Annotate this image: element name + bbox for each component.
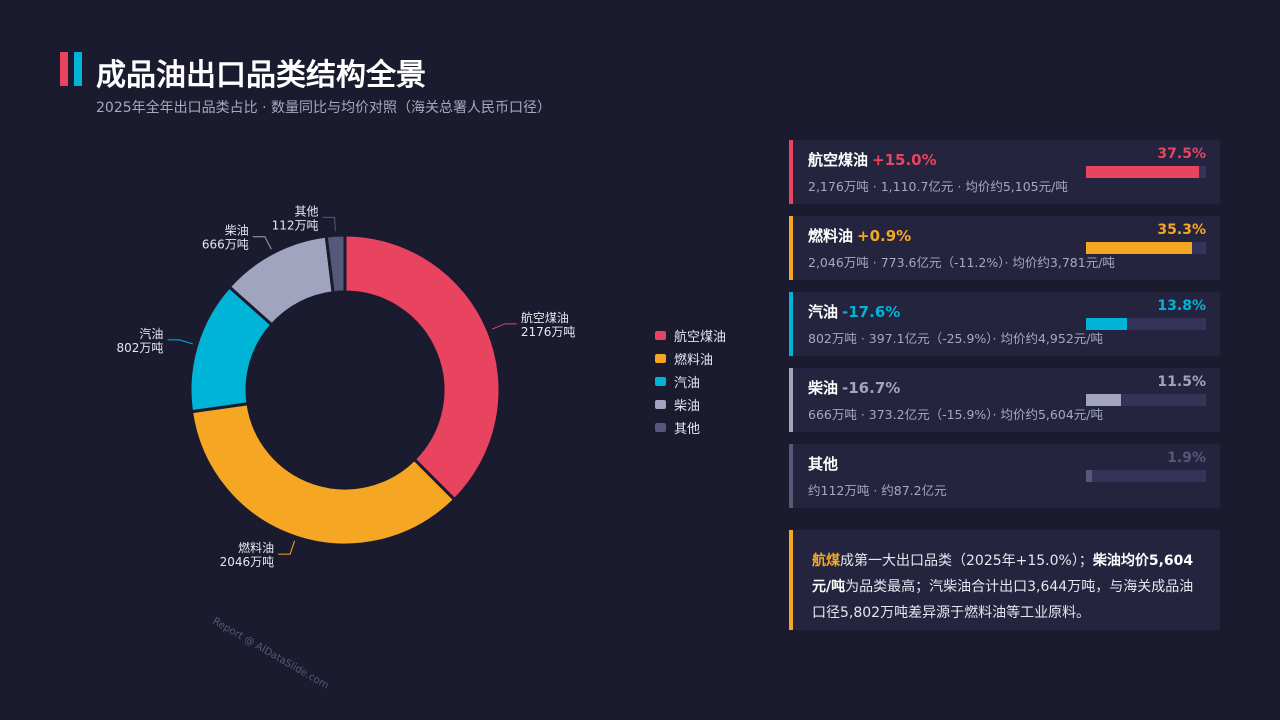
slice-label-value-1: 2046万吨	[220, 555, 275, 569]
title-accent-red	[60, 52, 68, 86]
label-line-2	[167, 339, 193, 345]
card-name: 其他	[808, 455, 839, 473]
share-bar-fill	[1086, 166, 1199, 178]
card-detail: 约112万吨 · 约87.2亿元	[808, 483, 947, 498]
title-accent	[60, 52, 82, 86]
card-title: 柴油 -16.7%	[808, 377, 900, 398]
legend-item-4[interactable]: 其他	[655, 416, 726, 439]
donut-slice-0[interactable]	[343, 233, 502, 502]
slice-label-value-0: 2176万吨	[521, 325, 576, 339]
card-name: 燃料油	[808, 227, 854, 245]
legend-item-3[interactable]: 柴油	[655, 393, 726, 416]
slice-label-value-3: 666万吨	[202, 238, 249, 252]
category-cards: 航空煤油 +15.0% 2,176万吨 · 1,110.7亿元 · 均价约5,105…	[789, 140, 1220, 520]
share-bar-track	[1086, 166, 1206, 178]
insight-box: 航煤成第一大出口品类（2025年+15.0%）；柴油均价5,604元/吨为品类最…	[789, 530, 1220, 630]
page-subtitle: 2025年全年出口品类占比 · 数量同比与均价对照（海关总署人民币口径）	[96, 100, 551, 116]
share-bar-fill	[1086, 318, 1128, 330]
chart-legend: 航空煤油燃料油汽油柴油其他	[655, 324, 726, 439]
card-share-label: 11.5%	[1157, 374, 1206, 390]
legend-swatch-3	[655, 400, 666, 409]
share-bar-fill	[1086, 242, 1192, 254]
card-detail: 666万吨 · 373.2亿元（-15.9%）· 均价约5,604元/吨	[808, 407, 1103, 422]
legend-label-0: 航空煤油	[674, 330, 727, 345]
legend-item-1[interactable]: 燃料油	[655, 347, 726, 370]
card-detail: 802万吨 · 397.1亿元（-25.9%）· 均价约4,952元/吨	[808, 331, 1103, 346]
legend-swatch-2	[655, 377, 666, 386]
label-line-3	[252, 236, 272, 250]
share-bar-track	[1086, 394, 1206, 406]
card-share-label: 13.8%	[1157, 298, 1206, 314]
card-name: 航空煤油	[808, 151, 869, 169]
title-accent-cyan	[74, 52, 82, 86]
legend-label-4: 其他	[674, 422, 701, 437]
slice-label-name-4: 其他	[294, 204, 318, 218]
card-change: +15.0%	[872, 151, 937, 169]
legend-swatch-4	[655, 423, 666, 432]
card-title: 航空煤油 +15.0%	[808, 149, 937, 170]
slice-label-value-2: 802万吨	[117, 341, 164, 355]
legend-item-2[interactable]: 汽油	[655, 370, 726, 393]
legend-label-2: 汽油	[674, 376, 701, 391]
category-card-0: 航空煤油 +15.0% 2,176万吨 · 1,110.7亿元 · 均价约5,105…	[789, 140, 1220, 204]
legend-label-3: 柴油	[674, 399, 701, 414]
share-bar-track	[1086, 318, 1206, 330]
category-card-4: 其他约112万吨 · 约87.2亿元 1.9%	[789, 444, 1220, 508]
share-bar-fill	[1086, 470, 1092, 482]
category-card-2: 汽油 -17.6% 802万吨 · 397.1亿元（-25.9%）· 均价约4,95…	[789, 292, 1220, 356]
insight-text-2: 为品类最高；汽柴油合计出口3,644万吨，与海关成品油口径5,802万吨差异源于…	[812, 579, 1194, 621]
legend-swatch-1	[655, 354, 666, 363]
donut-slice-4[interactable]	[324, 233, 347, 295]
card-change: -16.7%	[842, 379, 901, 397]
label-line-1	[278, 540, 296, 555]
insight-highlight: 航煤	[812, 553, 840, 569]
card-name: 汽油	[808, 303, 839, 321]
share-bar-track	[1086, 470, 1206, 482]
legend-label-1: 燃料油	[674, 353, 714, 368]
card-detail: 2,046万吨 · 773.6亿元（-11.2%）· 均价约3,781元/吨	[808, 255, 1115, 270]
label-line-0	[491, 323, 517, 330]
page-title: 成品油出口品类结构全景	[96, 58, 426, 93]
legend-swatch-0	[655, 331, 666, 340]
share-bar-track	[1086, 242, 1206, 254]
category-card-1: 燃料油 +0.9% 2,046万吨 · 773.6亿元（-11.2%）· 均价约3,…	[789, 216, 1220, 280]
card-title: 其他	[808, 453, 838, 474]
insight-text-1: 成第一大出口品类（2025年+15.0%）；	[840, 553, 1093, 569]
slice-label-name-0: 航空煤油	[521, 310, 569, 325]
card-share-label: 1.9%	[1167, 450, 1206, 466]
donut-slice-1[interactable]	[189, 402, 457, 547]
slice-label-name-1: 燃料油	[238, 540, 274, 555]
card-change: -17.6%	[842, 303, 901, 321]
slice-label-value-4: 112万吨	[272, 218, 319, 232]
card-detail: 2,176万吨 · 1,110.7亿元 · 均价约5,105元/吨	[808, 179, 1068, 194]
card-title: 汽油 -17.6%	[808, 301, 900, 322]
slice-label-name-2: 汽油	[139, 326, 163, 341]
insight-bold: 柴油均价5,604元/吨	[812, 553, 1194, 595]
legend-item-0[interactable]: 航空煤油	[655, 324, 726, 347]
card-name: 柴油	[808, 379, 839, 397]
card-share-label: 37.5%	[1157, 146, 1206, 162]
category-card-3: 柴油 -16.7% 666万吨 · 373.2亿元（-15.9%）· 均价约5,60…	[789, 368, 1220, 432]
card-title: 燃料油 +0.9%	[808, 225, 911, 246]
watermark: Report @ AIDataSlide.com	[210, 616, 331, 692]
slice-label-name-3: 柴油	[225, 224, 249, 238]
card-share-label: 35.3%	[1157, 222, 1206, 238]
label-line-4	[322, 216, 336, 232]
card-change: +0.9%	[857, 227, 912, 245]
share-bar-fill	[1086, 394, 1121, 406]
